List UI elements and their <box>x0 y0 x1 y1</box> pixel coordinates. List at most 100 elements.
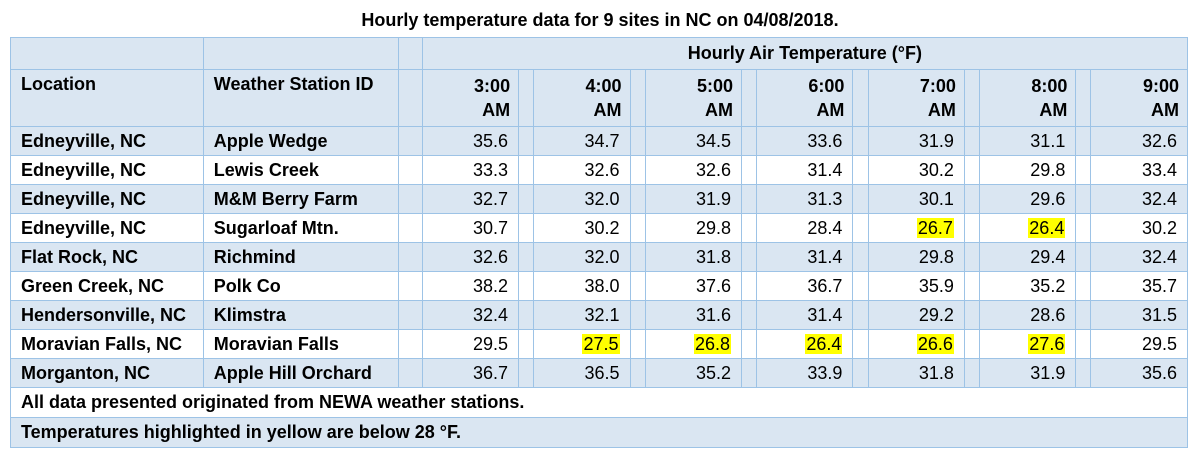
temperature-value: 30.2 <box>584 217 620 238</box>
hour-time: 8:00 <box>1031 76 1068 96</box>
table-row: Edneyville, NC Sugarloaf Mtn. 30.7 30.2 29.8… <box>10 213 1188 243</box>
temperature-cell: 29.6 <box>978 184 1077 214</box>
station-cell: Klimstra <box>202 300 399 330</box>
temperature-cell: 30.1 <box>867 184 965 214</box>
temperature-value: 38.2 <box>473 275 509 296</box>
station-cell: Apple Hill Orchard <box>202 358 399 388</box>
location-cell: Edneyville, NC <box>10 184 204 214</box>
location-cell: Moravian Falls, NC <box>10 329 204 359</box>
temperature-value: 30.2 <box>1141 217 1177 238</box>
temperature-cell: 31.3 <box>756 184 854 214</box>
temperature-cell-highlighted: 26.7 <box>867 213 965 243</box>
table-row: Edneyville, NC M&M Berry Farm 32.7 32.0 31.9… <box>10 184 1188 214</box>
temperature-value: 33.4 <box>1141 159 1177 180</box>
table-note: All data presented originated from NEWA … <box>10 387 1188 418</box>
station-cell: Lewis Creek <box>202 155 399 185</box>
hour-header: 8:00 AM <box>978 69 1077 127</box>
temperature-value: 35.2 <box>695 362 731 383</box>
temperature-value: 31.9 <box>1030 362 1066 383</box>
station-cell: Polk Co <box>202 271 399 301</box>
temperature-cell: 30.2 <box>1090 213 1188 243</box>
table-row: Green Creek, NC Polk Co 38.2 38.0 37.6 36.7 35… <box>10 271 1188 301</box>
hour-time: 4:00 <box>585 76 622 96</box>
temperature-cell: 33.6 <box>756 126 854 156</box>
temperature-value: 31.5 <box>1141 304 1177 325</box>
temperature-cell: 32.0 <box>533 242 631 272</box>
temperature-cell: 32.6 <box>1090 126 1188 156</box>
table-row: Morganton, NC Apple Hill Orchard 36.7 36.5 3… <box>10 358 1188 388</box>
temperature-value: 35.9 <box>918 275 954 296</box>
temperature-value: 32.1 <box>584 304 620 325</box>
temperature-value: 28.4 <box>807 217 843 238</box>
temperature-value: 35.2 <box>1030 275 1066 296</box>
temperature-cell: 37.6 <box>644 271 742 301</box>
hour-header: 9:00 AM <box>1090 69 1188 127</box>
temperature-cell: 32.4 <box>421 300 520 330</box>
location-cell: Green Creek, NC <box>10 271 204 301</box>
table-caption: Hourly temperature data for 9 sites in N… <box>361 10 839 30</box>
temperature-value: 29.8 <box>1030 159 1066 180</box>
temperature-value: 35.6 <box>1141 362 1177 383</box>
hour-period: AM <box>1039 100 1068 120</box>
temperature-value: 32.4 <box>1141 188 1177 209</box>
temperature-cell: 31.1 <box>978 126 1077 156</box>
temperature-value: 31.3 <box>807 188 843 209</box>
temperature-cell: 29.2 <box>867 300 965 330</box>
temperature-value: 32.0 <box>584 246 620 267</box>
temperature-value: 35.6 <box>473 130 509 151</box>
hour-time: 5:00 <box>696 76 733 96</box>
temperature-cell: 29.8 <box>644 213 742 243</box>
temperature-cell: 31.9 <box>867 126 965 156</box>
temperature-cell: 35.9 <box>867 271 965 301</box>
note-row: Temperatures highlighted in yellow are b… <box>10 417 1188 448</box>
temperature-value: 29.5 <box>473 333 509 354</box>
temperature-cell: 30.2 <box>867 155 965 185</box>
temperature-value: 29.8 <box>918 246 954 267</box>
temperature-value: 31.9 <box>695 188 731 209</box>
table-note: Temperatures highlighted in yellow are b… <box>10 417 1188 448</box>
temperature-value: 30.2 <box>918 159 954 180</box>
temperature-cell-highlighted: 26.4 <box>756 329 854 359</box>
temperature-value: 27.6 <box>1028 333 1066 354</box>
location-header: Location <box>10 69 204 127</box>
temperature-cell: 36.7 <box>756 271 854 301</box>
temperature-value: 29.4 <box>1030 246 1066 267</box>
temperature-cell-highlighted: 26.6 <box>867 329 965 359</box>
hour-period: AM <box>816 100 845 120</box>
temperature-value: 33.3 <box>473 159 509 180</box>
temperature-cell: 35.2 <box>644 358 742 388</box>
temperature-value: 35.7 <box>1141 275 1177 296</box>
station-cell: Richmind <box>202 242 399 272</box>
temperature-cell: 29.8 <box>867 242 965 272</box>
temperature-value: 32.4 <box>1141 246 1177 267</box>
temperature-value: 34.5 <box>695 130 731 151</box>
temperature-value: 31.6 <box>695 304 731 325</box>
temperature-cell: 30.7 <box>421 213 520 243</box>
temperature-value: 26.8 <box>693 333 731 354</box>
temperature-cell: 30.2 <box>533 213 631 243</box>
temperature-cell: 32.7 <box>421 184 520 214</box>
location-cell: Morganton, NC <box>10 358 204 388</box>
location-cell: Edneyville, NC <box>10 126 204 156</box>
temperature-value: 31.4 <box>807 304 843 325</box>
table-row: Edneyville, NC Apple Wedge 35.6 34.7 34.5 33.… <box>10 126 1188 156</box>
temperature-value: 31.8 <box>695 246 731 267</box>
hour-time: 6:00 <box>808 76 845 96</box>
temperature-cell: 35.6 <box>1090 358 1188 388</box>
temperature-cell: 31.6 <box>644 300 742 330</box>
temperature-cell-highlighted: 26.8 <box>644 329 742 359</box>
temperature-cell: 35.2 <box>978 271 1077 301</box>
temperature-value: 30.7 <box>473 217 509 238</box>
temperature-cell-highlighted: 27.5 <box>533 329 631 359</box>
temperature-value: 32.6 <box>473 246 509 267</box>
station-cell: M&M Berry Farm <box>202 184 399 214</box>
temperature-value: 29.6 <box>1030 188 1066 209</box>
temperature-cell: 33.9 <box>756 358 854 388</box>
temperature-cell: 36.7 <box>421 358 520 388</box>
hour-period: AM <box>593 100 622 120</box>
temperature-value: 29.5 <box>1141 333 1177 354</box>
temperature-cell: 36.5 <box>533 358 631 388</box>
temperature-cell: 31.4 <box>756 155 854 185</box>
temperature-cell: 31.9 <box>644 184 742 214</box>
temperature-value: 32.7 <box>473 188 509 209</box>
